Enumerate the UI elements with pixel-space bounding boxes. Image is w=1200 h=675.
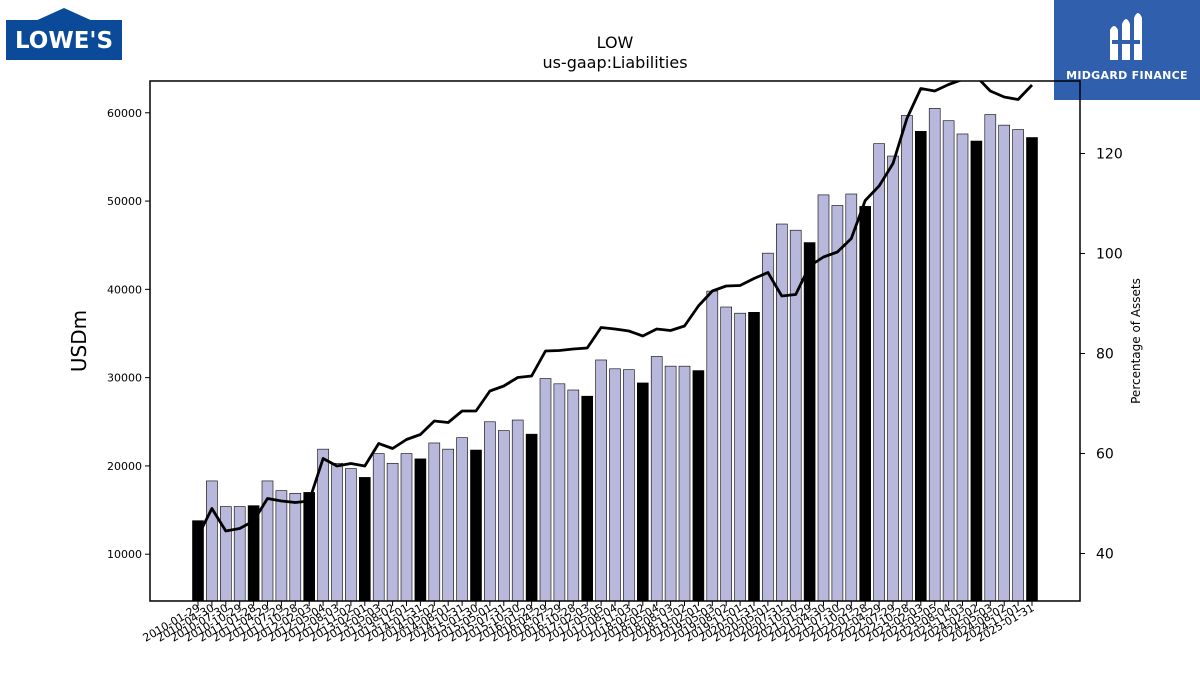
bar (484, 421, 496, 602)
bar (706, 290, 719, 602)
y-axis-right-label: Percentage of Assets (1129, 278, 1143, 404)
bar (192, 520, 204, 602)
bar (720, 306, 733, 602)
bar (275, 490, 288, 602)
y2-tick-label: 80 (1096, 347, 1114, 363)
bar (803, 242, 816, 602)
y-tick-label: 10000 (107, 548, 142, 561)
bar (525, 433, 538, 602)
lowes-logo-text: LOWE'S (15, 28, 113, 54)
bar (734, 312, 746, 602)
bar (220, 506, 232, 602)
bar (873, 143, 885, 602)
bar (567, 389, 580, 602)
bar (887, 155, 899, 602)
bar (942, 120, 955, 602)
bar (456, 437, 468, 602)
y2-tick-label: 100 (1096, 247, 1123, 263)
bar (428, 442, 441, 602)
bar (609, 368, 621, 602)
bar (233, 506, 246, 602)
bar (595, 359, 607, 602)
bar (831, 205, 844, 602)
bar (470, 449, 482, 602)
bar (386, 462, 399, 602)
y-tick-label: 60000 (107, 107, 142, 120)
bar (901, 115, 913, 602)
midgard-finance-logo: MIDGARD FINANCE (1054, 0, 1200, 100)
x-axis: 2010-01-292010-04-302010-07-302010-10-29… (141, 601, 1037, 645)
bar (539, 378, 552, 602)
bar (775, 223, 788, 602)
midgard-logo-text: MIDGARD FINANCE (1066, 69, 1188, 82)
y2-tick-label: 40 (1096, 547, 1114, 563)
y-axis-right: 40 60 80 100 120 (1080, 147, 1123, 563)
bar (303, 492, 316, 602)
bar (970, 140, 983, 602)
bar (400, 453, 413, 602)
plot-frame (149, 80, 1081, 602)
y-tick-label: 50000 (107, 195, 142, 208)
bar (1012, 129, 1024, 602)
bar (998, 124, 1011, 602)
midgard-mark-icon (1110, 13, 1142, 60)
bar (928, 108, 941, 602)
bar (372, 453, 385, 602)
bar (762, 252, 774, 602)
chart-title: LOW (597, 33, 634, 52)
bar (497, 430, 510, 602)
bar (845, 193, 858, 602)
bar (289, 492, 302, 602)
bar (442, 448, 455, 602)
bar (1026, 137, 1038, 602)
bar (553, 383, 566, 602)
bar (331, 462, 343, 602)
bar (692, 370, 705, 602)
bar (956, 133, 969, 602)
y2-tick-label: 60 (1096, 447, 1114, 463)
chart-subtitle: us-gaap:Liabilities (542, 53, 687, 72)
lowes-logo-roof (33, 8, 95, 22)
bar (358, 477, 371, 602)
bar (914, 131, 927, 602)
bar (859, 206, 872, 602)
line-series (196, 81, 1034, 537)
lowes-logo: LOWE'S (6, 8, 122, 60)
y-axis-left: 10000 20000 30000 40000 50000 60000 (107, 107, 150, 561)
bar (636, 382, 649, 602)
y-tick-label: 20000 (107, 460, 142, 473)
bar (511, 419, 524, 602)
bar (623, 369, 635, 602)
bar (650, 356, 663, 602)
bar (206, 480, 218, 602)
bar (678, 365, 691, 602)
bar (748, 312, 760, 602)
bar (414, 458, 427, 602)
bar (984, 114, 997, 602)
y-axis-left-label: USDm (67, 310, 91, 372)
y-tick-label: 40000 (107, 283, 142, 296)
percentage-line (196, 81, 1034, 537)
lowes-logo-bottom-panel (6, 20, 122, 60)
y-tick-label: 30000 (107, 372, 142, 385)
bar (345, 468, 357, 602)
bar (664, 365, 677, 602)
bar (581, 395, 594, 602)
y2-tick-label: 120 (1096, 147, 1123, 163)
bar-series (192, 108, 1038, 602)
